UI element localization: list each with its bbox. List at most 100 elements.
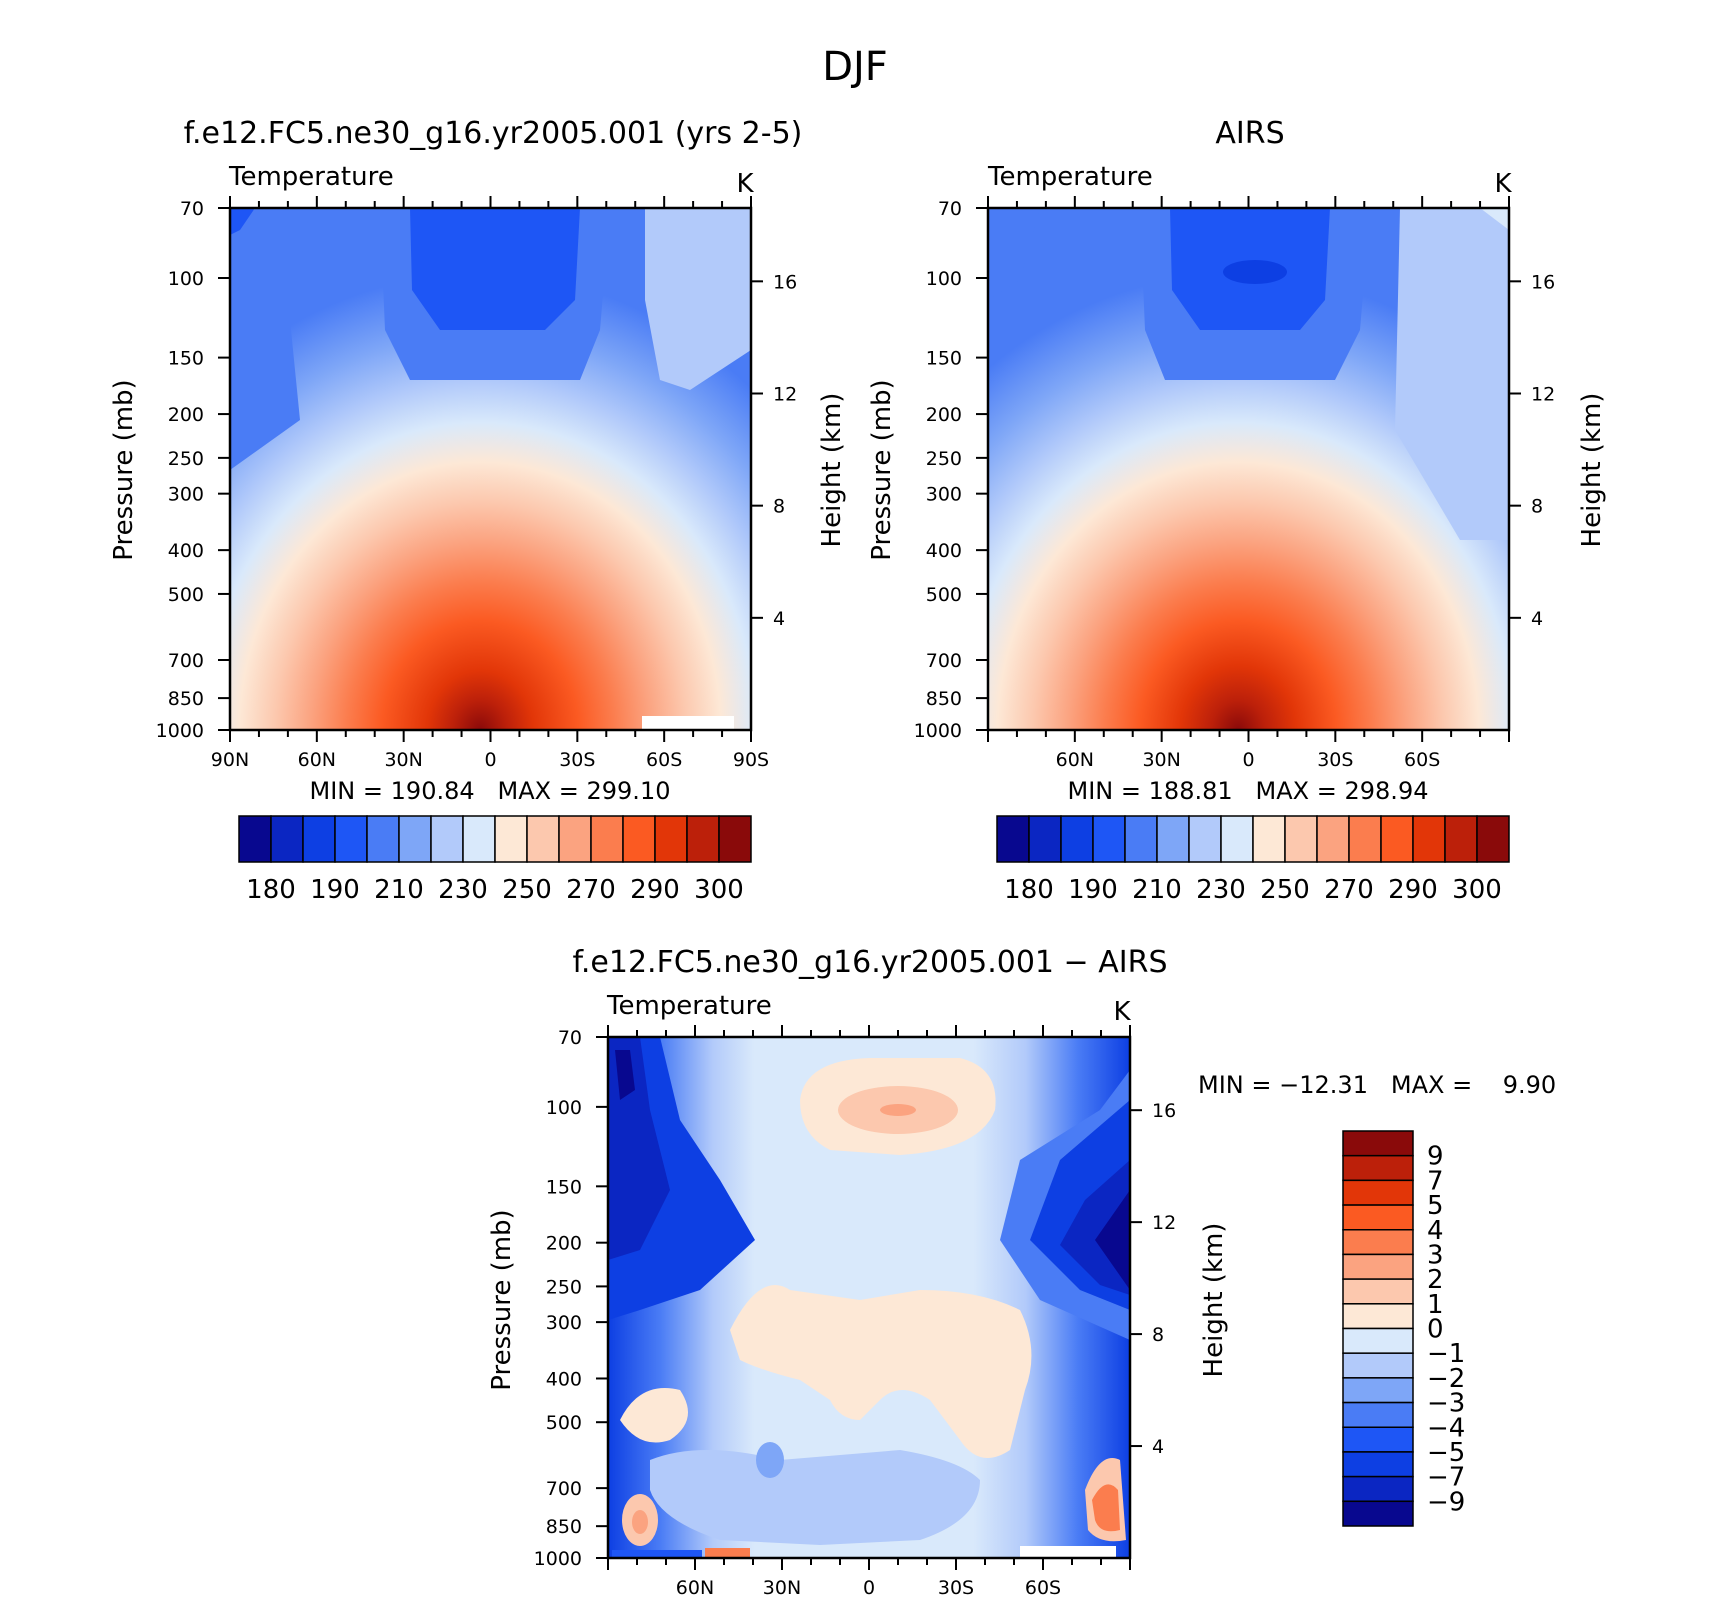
- colorbar-label: 0: [1427, 1315, 1444, 1345]
- contour-region: [988, 208, 1040, 300]
- y-axis-label: Pressure (mb): [867, 379, 897, 560]
- y-tick-label: 500: [168, 584, 204, 606]
- colorbar-swatch: [462, 815, 496, 863]
- colorbar-label: 5: [1427, 1191, 1444, 1221]
- y2-axis-label: Height (km): [1577, 393, 1607, 548]
- colorbar-swatch: [1156, 815, 1190, 863]
- colorbar-label: 230: [438, 875, 488, 905]
- y-tick-label: 700: [168, 650, 204, 672]
- contour-region: [612, 1550, 702, 1558]
- y2-tick-label: 8: [773, 496, 785, 518]
- colorbar-swatch: [1444, 815, 1478, 863]
- y2-tick-label: 12: [1152, 1212, 1176, 1234]
- y-ticks: 70 100 150 200 250 300 400 500 700 850 1000: [156, 198, 230, 742]
- colorbar-label: 270: [566, 875, 616, 905]
- x-tick-label: 30S: [938, 1577, 974, 1599]
- colorbar-label: 190: [310, 875, 360, 905]
- colorbar-label: −3: [1427, 1389, 1465, 1419]
- colorbar-swatch: [1284, 815, 1318, 863]
- colorbar-swatch: [270, 815, 304, 863]
- colorbar-swatch: [590, 815, 624, 863]
- colorbar-swatch: [366, 815, 400, 863]
- y2-axis-label: Height (km): [817, 393, 847, 548]
- y2-tick-label: 16: [773, 271, 797, 293]
- colorbar-swatch: [1342, 1500, 1414, 1527]
- colorbar-label: 250: [1260, 875, 1310, 905]
- colorbar-swatch: [334, 815, 368, 863]
- colorbar-label: 180: [1004, 875, 1054, 905]
- contour-region: [410, 208, 580, 330]
- colorbar-label: −9: [1427, 1487, 1465, 1517]
- y-ticks: 70 100 150 200 250 300 400 500 700 850 1000: [534, 1027, 608, 1570]
- y-tick-label: 100: [546, 1097, 582, 1119]
- plot-area: [606, 1035, 1132, 1560]
- y-tick-label: 150: [926, 348, 962, 370]
- y2-tick-label: 8: [1531, 496, 1543, 518]
- y-tick-label: 70: [180, 198, 204, 220]
- contour-region: [230, 208, 255, 235]
- panel-subtitle: Temperature: [987, 162, 1153, 192]
- contour-region: [632, 1510, 648, 1534]
- y-tick-label: 150: [168, 348, 204, 370]
- contour-region: [705, 1548, 750, 1558]
- y2-ticks: 4 8 12 16: [751, 271, 797, 630]
- colorbar-swatch: [654, 815, 688, 863]
- y-tick-label: 700: [546, 1478, 582, 1500]
- colorbar-swatch: [1342, 1451, 1414, 1478]
- colorbar-label: 7: [1427, 1166, 1444, 1196]
- y2-axis-label: Height (km): [1199, 1223, 1229, 1378]
- colorbar-label: 300: [694, 875, 744, 905]
- contour-region: [620, 1388, 688, 1443]
- x-tick-label: 60S: [1025, 1577, 1061, 1599]
- contour-region: [756, 1442, 784, 1478]
- panel-title: AIRS: [1215, 116, 1284, 151]
- colorbar-swatch: [1342, 1303, 1414, 1330]
- y-tick-label: 850: [168, 688, 204, 710]
- y-tick-label: 200: [168, 404, 204, 426]
- colorbar-swatch: [1252, 815, 1286, 863]
- x-tick-label: 60N: [1056, 749, 1094, 771]
- y2-tick-label: 8: [1152, 1324, 1164, 1346]
- colorbar-label: 1: [1427, 1290, 1444, 1320]
- x-tick-label: 0: [484, 749, 496, 771]
- contour-region: [1480, 208, 1509, 230]
- colorbar-swatch: [622, 815, 656, 863]
- x-tick-label: 90N: [211, 749, 249, 771]
- x-tick-label: 0: [1242, 749, 1254, 771]
- x-tick-label: 60S: [646, 749, 682, 771]
- y-tick-label: 300: [546, 1312, 582, 1334]
- y-tick-label: 500: [546, 1412, 582, 1434]
- x-tick-label: 30N: [763, 1577, 801, 1599]
- plot-area: [986, 206, 1511, 732]
- colorbar-label: −4: [1427, 1413, 1465, 1443]
- x-ticks: 60N 30N 0 30S 60S: [987, 196, 1510, 771]
- panel-title: f.e12.FC5.ne30_g16.yr2005.001 (yrs 2-5): [184, 116, 803, 151]
- colorbar-swatch: [1342, 1352, 1414, 1379]
- colorbar-swatch: [1342, 1401, 1414, 1428]
- colorbar-swatch: [1342, 1475, 1414, 1503]
- units-label: K: [1113, 997, 1131, 1027]
- x-tick-label: 60S: [1404, 749, 1440, 771]
- colorbar-swatch: [1342, 1377, 1414, 1404]
- colorbar-label: 4: [1427, 1216, 1444, 1246]
- y-tick-label: 70: [938, 198, 962, 220]
- y2-ticks: 4 8 12 16: [1130, 1100, 1176, 1458]
- y2-ticks: 4 8 12 16: [1509, 271, 1555, 630]
- y-tick-label: 1000: [156, 720, 204, 742]
- colorbar-label: 290: [630, 875, 680, 905]
- colorbar-label: −1: [1427, 1339, 1465, 1369]
- colorbar-swatch: [238, 815, 272, 863]
- y-axis-label: Pressure (mb): [109, 379, 139, 560]
- units-label: K: [736, 169, 754, 199]
- contour-region: [1092, 1484, 1120, 1532]
- y-tick-label: 400: [926, 540, 962, 562]
- colorbar-swatch: [494, 815, 528, 863]
- colorbar-label: 270: [1324, 875, 1374, 905]
- panel-airs: AIRS Temperature K Pressure (mb) Height …: [867, 116, 1607, 905]
- contour-region: [880, 1104, 916, 1116]
- colorbar-label: 230: [1196, 875, 1246, 905]
- y-tick-label: 200: [926, 404, 962, 426]
- colorbar-swatch: [686, 815, 720, 863]
